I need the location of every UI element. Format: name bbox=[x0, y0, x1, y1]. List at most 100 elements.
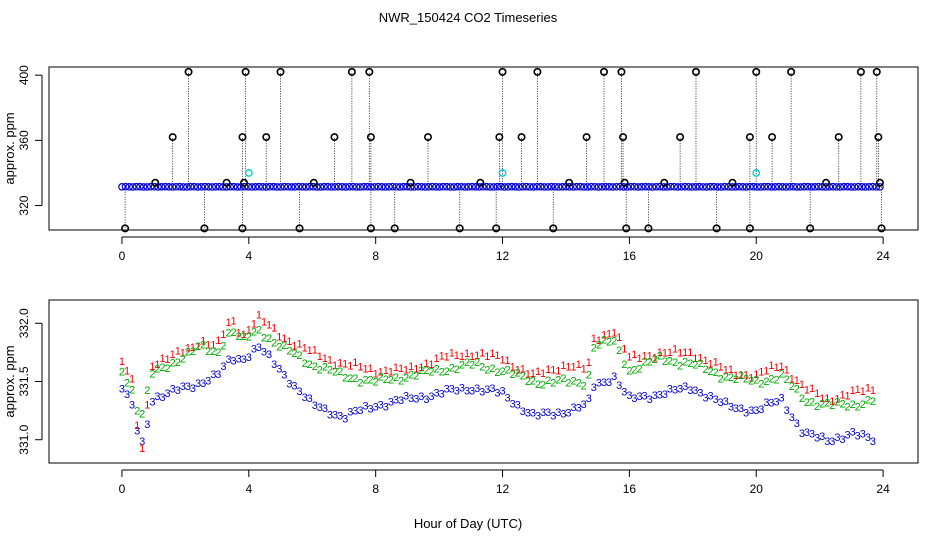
top-sample-point bbox=[352, 183, 361, 191]
top-sample-point bbox=[186, 182, 195, 191]
bottom-series-1-point: 1 bbox=[185, 342, 191, 354]
bottom-series-2-point: 2 bbox=[616, 345, 622, 357]
bottom-series-2-point: 2 bbox=[520, 370, 526, 382]
top-sample-point bbox=[287, 183, 296, 191]
top-reference-point bbox=[644, 224, 653, 233]
bottom-series-1-point: 1 bbox=[479, 348, 485, 360]
top-sample-point bbox=[305, 182, 314, 191]
bottom-series-1-point: 1 bbox=[190, 342, 196, 354]
bottom-series-3-point: 3 bbox=[799, 428, 805, 440]
top-sample-point bbox=[699, 183, 707, 191]
top-sample-point bbox=[204, 182, 213, 191]
bottom-series-3-point: 3 bbox=[784, 405, 790, 417]
bottom-series-3-point: 3 bbox=[337, 411, 343, 423]
bottom-series-2-point: 2 bbox=[165, 363, 171, 375]
top-sample-point bbox=[865, 182, 873, 191]
bottom-x-tick-label: 24 bbox=[876, 482, 890, 496]
bottom-series-3-point: 3 bbox=[860, 428, 866, 440]
top-reference-point bbox=[309, 178, 318, 187]
bottom-series-3-point: 3 bbox=[499, 386, 505, 398]
bottom-series-3-point: 3 bbox=[657, 390, 663, 402]
bottom-series-3-point: 3 bbox=[667, 383, 673, 395]
bottom-series-1-point: 1 bbox=[738, 370, 744, 382]
bottom-series-1-point: 1 bbox=[850, 385, 856, 397]
bottom-series-1-point: 1 bbox=[718, 361, 724, 373]
bottom-series-3-point: 3 bbox=[459, 382, 465, 394]
bottom-series-1-point: 1 bbox=[535, 366, 541, 378]
bottom-series-3-point: 3 bbox=[642, 390, 648, 402]
bottom-series-3-point: 3 bbox=[768, 397, 774, 409]
bottom-series-3-point: 3 bbox=[738, 403, 744, 415]
bottom-series-2-point: 2 bbox=[794, 384, 800, 396]
top-reference-point bbox=[549, 224, 558, 233]
bottom-series-3-point: 3 bbox=[139, 436, 145, 448]
bottom-series-2-point: 2 bbox=[469, 359, 475, 371]
top-sample-point bbox=[367, 183, 375, 191]
bottom-series-1-point: 1 bbox=[860, 386, 866, 398]
top-sample-point bbox=[291, 183, 300, 191]
top-sample-point bbox=[590, 182, 599, 191]
bottom-series-3-point: 3 bbox=[489, 383, 495, 395]
bottom-series-3-point: 3 bbox=[814, 432, 820, 444]
top-reference-point bbox=[121, 224, 130, 233]
top-sample-point bbox=[172, 182, 180, 191]
bottom-series-1-point: 1 bbox=[804, 384, 810, 396]
bottom-series-3-point: 3 bbox=[388, 396, 394, 408]
bottom-series-1-point: 1 bbox=[626, 352, 632, 364]
bottom-series-3-point: 3 bbox=[611, 371, 617, 383]
bottom-series-1-point: 1 bbox=[845, 390, 851, 402]
top-reference-point bbox=[200, 224, 209, 233]
bottom-series-3-point: 3 bbox=[687, 385, 693, 397]
bottom-series-2-point: 2 bbox=[205, 346, 211, 358]
bottom-series-3-point: 3 bbox=[413, 394, 419, 406]
top-sample-point bbox=[803, 182, 812, 191]
bottom-series-2-point: 2 bbox=[296, 350, 302, 362]
bottom-series-1-point: 1 bbox=[357, 361, 363, 373]
top-sample-point bbox=[486, 183, 494, 191]
bottom-series-3-point: 3 bbox=[347, 406, 353, 418]
bottom-series-2-point: 2 bbox=[667, 356, 673, 368]
top-sample-point bbox=[717, 183, 725, 191]
bottom-series-3-point: 3 bbox=[702, 393, 708, 405]
bottom-series-2-point: 2 bbox=[738, 370, 744, 382]
bottom-series-2-point: 2 bbox=[332, 367, 338, 379]
top-sample-point bbox=[255, 182, 263, 191]
bottom-series-2-point: 2 bbox=[413, 370, 419, 382]
bottom-series-2-point: 2 bbox=[236, 331, 242, 343]
bottom-series-3-point: 3 bbox=[723, 396, 729, 408]
bottom-series-2-point: 2 bbox=[845, 402, 851, 414]
bottom-series-2-point: 2 bbox=[241, 331, 247, 343]
top-sample-point bbox=[489, 183, 498, 191]
top-reference-point bbox=[622, 224, 631, 233]
bottom-series-1-point: 1 bbox=[423, 358, 429, 370]
bottom-series-3-point: 3 bbox=[246, 352, 252, 364]
bottom-series-1-point: 1 bbox=[231, 316, 237, 328]
bottom-series-1-point: 1 bbox=[119, 356, 125, 368]
bottom-series-3-point: 3 bbox=[398, 395, 404, 407]
bottom-series-1-point: 1 bbox=[576, 359, 582, 371]
bottom-series-3-point: 3 bbox=[378, 399, 384, 411]
bottom-series-2-point: 2 bbox=[266, 333, 272, 345]
top-reference-point bbox=[390, 224, 399, 233]
top-reference-point bbox=[347, 67, 356, 76]
bottom-series-2-point: 2 bbox=[185, 346, 191, 358]
bottom-series-1-point: 1 bbox=[210, 339, 216, 351]
bottom-series-3-point: 3 bbox=[464, 386, 470, 398]
top-sample-point bbox=[197, 183, 206, 191]
top-reference-point bbox=[222, 178, 231, 187]
bottom-series-3-point: 3 bbox=[433, 388, 439, 400]
bottom-series-3-point: 3 bbox=[302, 392, 308, 404]
top-sample-point bbox=[583, 183, 592, 191]
bottom-series-2-point: 2 bbox=[606, 337, 612, 349]
bottom-series-2-point: 2 bbox=[718, 373, 724, 385]
bottom-series-1-point: 1 bbox=[428, 359, 434, 371]
bottom-series-3-point: 3 bbox=[327, 410, 333, 422]
bottom-series-2-point: 2 bbox=[555, 375, 561, 387]
bottom-series-3-point: 3 bbox=[626, 390, 632, 402]
bottom-series-1-point: 1 bbox=[870, 385, 876, 397]
top-sample-point bbox=[334, 182, 343, 191]
bottom-series-1-point: 1 bbox=[657, 347, 663, 359]
bottom-series-2-point: 2 bbox=[829, 400, 835, 412]
bottom-series-1-point: 1 bbox=[636, 353, 642, 365]
top-y-tick-label: 320 bbox=[17, 195, 31, 215]
